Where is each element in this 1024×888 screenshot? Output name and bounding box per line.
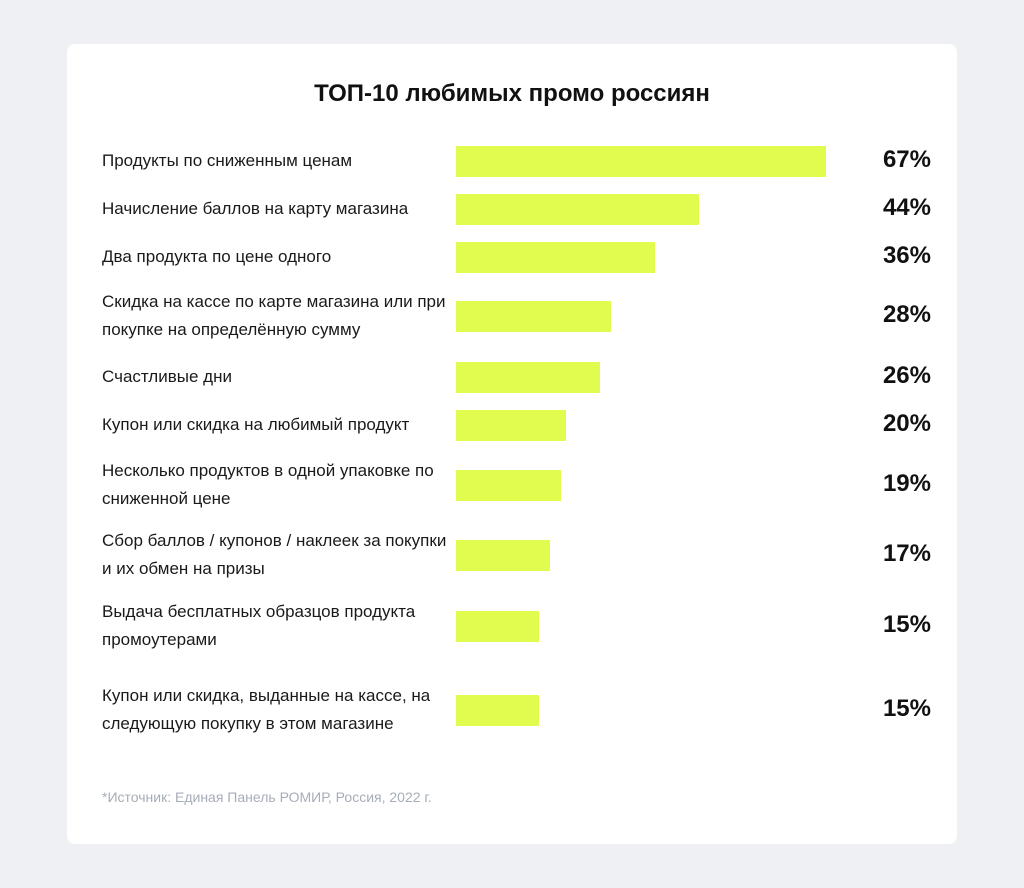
category-label: Выдача бесплатных образцов продукта пром… [102, 602, 416, 649]
bar-chart: Продукты по сниженным ценам 67% Начисление… [67, 44, 957, 844]
value-label: 67% [882, 146, 931, 173]
value-label: 36% [882, 242, 931, 269]
bar [456, 361, 600, 393]
bar [456, 469, 561, 501]
category-label: Два продукта по цене одного [102, 247, 332, 266]
value-label: 26% [882, 362, 931, 389]
category-label: Начисление баллов на карту магазина [102, 199, 409, 218]
value-label: 44% [882, 194, 931, 221]
category-label: Сбор баллов / купонов / наклеек за покуп… [102, 531, 447, 578]
value-label: 28% [882, 301, 931, 328]
category-label: Купон или скидка, выданные на кассе, на … [102, 686, 431, 733]
value-label: 17% [882, 540, 931, 567]
bar [456, 539, 550, 571]
category-label: Счастливые дни [102, 367, 232, 386]
bar [456, 610, 539, 642]
category-label: Несколько продуктов в одной упаковке по … [102, 461, 434, 508]
bar [456, 694, 539, 726]
chart-title: ТОП-10 любимых промо россиян [314, 80, 710, 107]
value-label: 20% [882, 410, 931, 437]
chart-card: ТОП-10 любимых промо россиян Продукты по… [67, 44, 957, 844]
bar [456, 300, 611, 332]
bar [456, 145, 826, 177]
source-footnote: *Источник: Единая Панель РОМИР, Россия, … [102, 789, 432, 805]
category-label: Продукты по сниженным ценам [102, 151, 353, 170]
category-label: Скидка на кассе по карте магазина или пр… [102, 292, 446, 339]
value-label: 19% [882, 470, 931, 497]
value-label: 15% [882, 611, 931, 638]
category-label: Купон или скидка на любимый продукт [102, 415, 410, 434]
bar [456, 409, 566, 441]
value-label: 15% [882, 695, 931, 722]
bar [456, 241, 655, 273]
bar [456, 193, 699, 225]
